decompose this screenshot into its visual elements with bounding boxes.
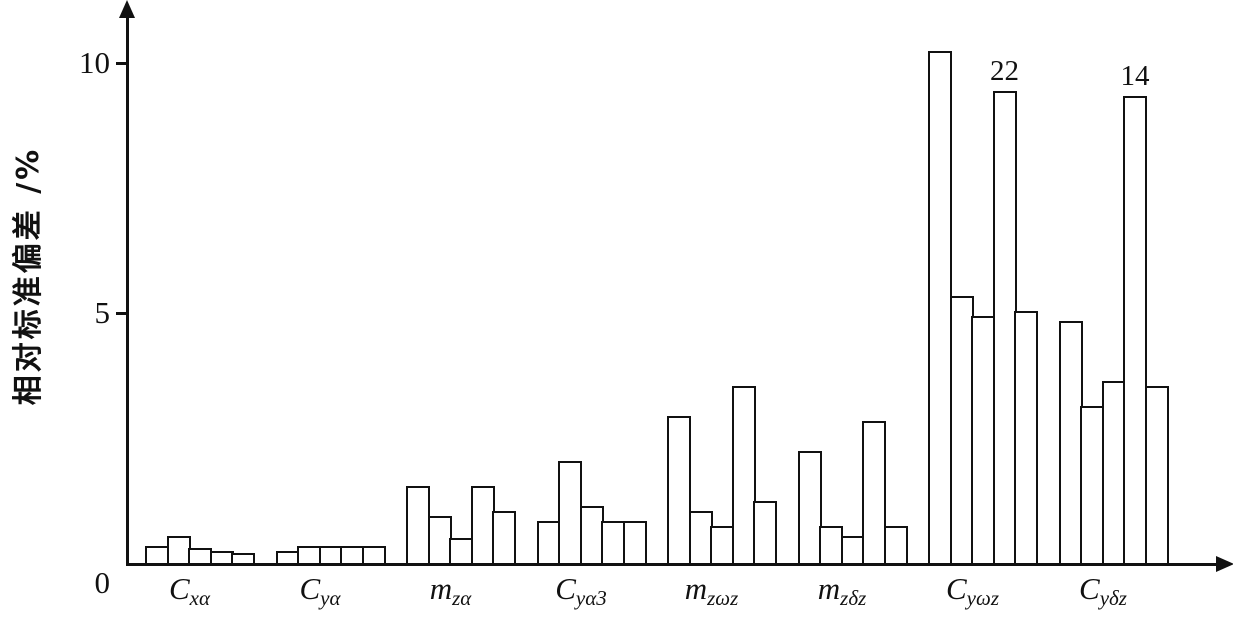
bar [406, 486, 430, 563]
bar [209, 551, 234, 563]
bar [862, 421, 886, 563]
x-tick-label-subscript: yα3 [575, 586, 607, 610]
y-tick-mark [116, 312, 126, 315]
bar [470, 486, 495, 563]
x-tick-label-main: C [1079, 571, 1100, 606]
bar [1014, 311, 1038, 563]
x-tick-label-main: C [555, 571, 576, 606]
x-tick-label-main: C [168, 571, 190, 606]
bar-group-2 [275, 546, 386, 563]
x-tick-label-subscript: yα [320, 586, 341, 610]
x-tick-label-subscript: zα [452, 586, 472, 610]
y-tick-label: 10 [79, 45, 110, 80]
bar [1080, 406, 1104, 563]
x-tick-label-subscript: xα [189, 586, 211, 610]
bar [971, 316, 995, 563]
x-tick-label: Cyωz [925, 571, 1020, 611]
x-tick-label: mzα [403, 571, 498, 611]
bar-group-7: 22 [928, 51, 1038, 563]
x-tick-label: Cyα [273, 571, 368, 611]
x-axis-arrow-icon [1216, 556, 1233, 572]
bar [1101, 381, 1126, 563]
bar [558, 461, 582, 563]
bar [731, 386, 756, 563]
bar [188, 548, 212, 563]
x-tick-label: mzδz [795, 571, 890, 611]
x-tick-label: Cxα [142, 571, 237, 611]
bar [1144, 386, 1169, 563]
bar [883, 526, 908, 563]
bar [449, 538, 473, 563]
bar [667, 416, 691, 563]
bar [231, 553, 255, 563]
x-tick-label-main: C [945, 571, 967, 606]
y-tick-label: 5 [94, 295, 111, 330]
bar [928, 51, 952, 563]
y-axis-arrow-icon [119, 0, 135, 18]
bar-group-5 [667, 386, 777, 563]
bar [340, 546, 364, 563]
bar: 14 [1121, 60, 1150, 563]
bar [753, 501, 777, 563]
bar [840, 536, 865, 563]
bar [427, 516, 452, 563]
bar [949, 296, 974, 563]
bar [688, 511, 713, 563]
bar-group-1 [145, 536, 255, 563]
bar: 22 [990, 55, 1019, 563]
bar [536, 521, 561, 563]
x-tick-label: Cyα3 [534, 571, 629, 611]
x-tick-label-main: m [817, 571, 841, 606]
x-tick-label-subscript: yωz [966, 586, 999, 610]
x-tick-label-main: m [684, 571, 708, 606]
plot-area: 22 14 [126, 8, 1221, 566]
bar [1058, 321, 1083, 563]
bar [361, 546, 386, 563]
x-tick-label-main: C [299, 571, 321, 606]
bar-group-3 [406, 486, 516, 563]
bar [492, 511, 516, 563]
x-tick-label-subscript: yδz [1099, 586, 1127, 610]
bar [297, 546, 321, 563]
bar [579, 506, 604, 563]
y-axis-label: 相对标准偏差 /% [11, 146, 46, 406]
x-tick-label-main: m [429, 571, 453, 606]
bar [797, 451, 822, 563]
bar-group-8: 14 [1058, 60, 1169, 563]
bar-group-4 [536, 461, 647, 563]
bar [145, 546, 169, 563]
x-tick-label-subscript: zδz [840, 586, 867, 610]
y-tick-label: 0 [94, 565, 111, 600]
x-tick-label: mzωz [664, 571, 759, 611]
bar-value-label: 22 [990, 55, 1019, 87]
x-tick-label: Cyδz [1056, 571, 1151, 611]
bar [318, 546, 343, 563]
bar [275, 551, 300, 563]
bar [622, 521, 647, 563]
bar-value-label: 14 [1120, 60, 1150, 92]
x-tick-label-subscript: zωz [707, 586, 739, 610]
bar [819, 526, 843, 563]
bar-group-6 [797, 421, 908, 563]
bar [710, 526, 734, 563]
y-tick-mark [116, 62, 126, 65]
bar [166, 536, 191, 563]
bar [601, 521, 625, 563]
